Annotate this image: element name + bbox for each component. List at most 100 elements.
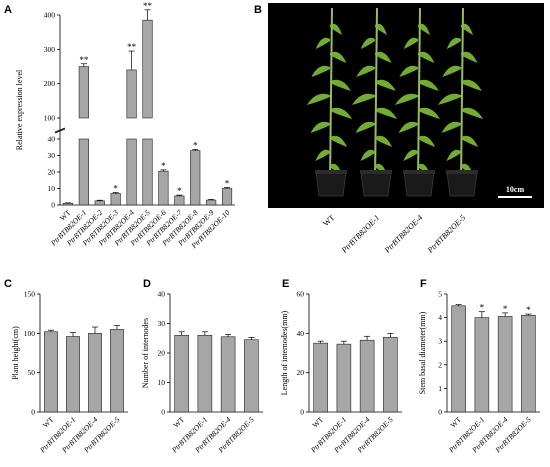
bar xyxy=(174,195,185,206)
plant-pot xyxy=(360,171,392,197)
y-tick-label: 100 xyxy=(24,329,36,338)
bar xyxy=(359,339,375,413)
scale-bar-label: 10cm xyxy=(506,185,525,194)
plant-1 xyxy=(307,7,352,197)
axis-break-mark xyxy=(54,128,66,134)
y-tick-label: 100 xyxy=(44,114,56,123)
bar xyxy=(383,336,398,413)
bar xyxy=(94,200,105,206)
panel-letter-d: D xyxy=(143,278,151,290)
plant-leaf xyxy=(356,65,375,77)
y-tick-label: 5 xyxy=(438,290,442,299)
bar xyxy=(62,203,74,206)
plant-stem xyxy=(417,7,421,183)
bar xyxy=(174,334,189,413)
pot-rim xyxy=(403,170,435,174)
y-tick-label: 20 xyxy=(48,168,56,177)
plant-leaf xyxy=(442,65,461,77)
significance-mark: * xyxy=(177,186,182,196)
plant-leaf xyxy=(330,51,347,63)
y-axis-title: Stem basal diameter(mm) xyxy=(418,311,427,394)
significance-mark: * xyxy=(193,140,198,150)
axis-break-mark xyxy=(54,127,66,133)
bar xyxy=(78,138,89,206)
bar xyxy=(126,138,137,206)
significance-mark: * xyxy=(113,183,118,193)
plant-leaf xyxy=(441,121,461,133)
plant-leaf xyxy=(461,79,482,91)
y-tick-label: 150 xyxy=(24,290,36,299)
y-tick-label: 20 xyxy=(158,349,166,358)
y-tick-label: 200 xyxy=(44,79,56,88)
y-tick-label: 400 xyxy=(44,11,56,20)
plant-leaf xyxy=(315,37,330,49)
bar xyxy=(110,193,121,206)
plant-leaf xyxy=(360,149,375,161)
plant-leaf xyxy=(355,121,375,133)
bar xyxy=(497,316,513,413)
bar xyxy=(451,305,466,413)
plant-leaf xyxy=(330,79,351,91)
y-tick-label: 3 xyxy=(438,337,442,346)
y-tick-label: 10 xyxy=(48,184,56,193)
y-tick-label: 50 xyxy=(28,368,36,377)
photo-category-label: WT xyxy=(321,213,336,228)
y-tick-label: 1 xyxy=(438,384,442,393)
bar xyxy=(126,69,137,119)
y-tick-label: 10 xyxy=(158,378,166,387)
y-tick-label: 4 xyxy=(438,313,442,322)
y-axis-title: Relative expression level xyxy=(15,69,24,150)
y-tick-label: 300 xyxy=(44,45,56,54)
plant-leaf xyxy=(375,79,396,91)
plant-leaf xyxy=(461,135,478,147)
plant-leaf xyxy=(375,51,392,63)
plant-leaf xyxy=(398,121,418,133)
category-label: WT xyxy=(41,415,56,430)
bar xyxy=(197,334,213,413)
bar xyxy=(78,66,89,119)
category-label: WT xyxy=(171,415,186,430)
y-tick-label: 2 xyxy=(438,360,442,369)
pot-rim xyxy=(360,170,392,174)
plant-leaf xyxy=(375,135,392,147)
y-tick-label: 40 xyxy=(48,135,56,144)
panel-letter-e: E xyxy=(282,278,289,290)
plant-3 xyxy=(395,7,440,197)
plant-pot xyxy=(403,171,435,197)
y-tick-label: 0 xyxy=(51,201,55,210)
bar xyxy=(313,342,328,413)
y-axis-title: Number of internodes xyxy=(141,318,150,388)
y-tick-label: 0 xyxy=(161,408,165,417)
significance-mark: ** xyxy=(79,55,89,65)
plant-pot xyxy=(315,171,347,197)
plant-leaf xyxy=(352,93,375,105)
plant-stem xyxy=(460,7,464,183)
plant-leaf xyxy=(330,135,347,147)
plant-leaf xyxy=(311,65,330,77)
bar xyxy=(88,333,102,413)
bar xyxy=(158,170,169,206)
plant-leaf xyxy=(446,37,461,49)
significance-mark: ** xyxy=(143,1,153,11)
y-tick-label: 40 xyxy=(297,329,305,338)
bar xyxy=(220,336,236,413)
photo-category-label: PtrBTB82OE-4 xyxy=(382,213,424,255)
photo-category-label: PtrBTB82OE-5 xyxy=(425,213,467,255)
plant-leaf xyxy=(418,107,440,119)
plant-stem xyxy=(329,7,333,183)
bar xyxy=(110,329,124,413)
plant-leaf xyxy=(418,79,439,91)
y-tick-label: 0 xyxy=(438,408,442,417)
bar xyxy=(142,138,153,206)
significance-mark: * xyxy=(161,161,166,171)
plant-leaf xyxy=(307,93,330,105)
bar xyxy=(66,336,80,413)
significance-mark: * xyxy=(503,304,508,314)
bar xyxy=(44,331,58,413)
significance-mark: * xyxy=(526,305,531,315)
plant-leaf xyxy=(330,23,342,35)
y-axis-title: Plant height(cm) xyxy=(11,326,20,380)
